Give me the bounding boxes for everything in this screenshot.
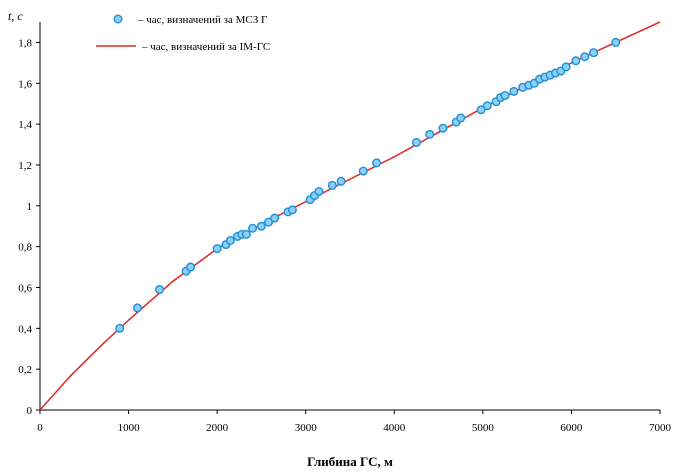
data-point — [425, 129, 435, 139]
legend-label-scatter: – час, визначений за МСЗ Г — [137, 14, 267, 26]
x-tick-label: 6000 — [560, 422, 583, 434]
y-tick-label: 1,4 — [18, 119, 32, 131]
series-line-path — [39, 21, 661, 411]
data-point — [132, 303, 142, 313]
data-point — [411, 137, 421, 147]
data-point — [287, 205, 297, 215]
series-line — [39, 21, 661, 411]
legend-marker-scatter — [113, 14, 123, 24]
x-tick-label: 1000 — [118, 422, 141, 434]
data-point — [155, 285, 165, 295]
data-point — [241, 229, 251, 239]
y-tick-label: 1,6 — [18, 78, 32, 90]
x-tick-label: 2000 — [206, 422, 229, 434]
y-tick-label: 1,2 — [18, 160, 32, 172]
data-point — [248, 223, 258, 233]
data-point — [327, 180, 337, 190]
data-point — [571, 56, 581, 66]
data-point — [212, 244, 222, 254]
data-point — [500, 91, 510, 101]
data-point — [482, 101, 492, 111]
data-point — [476, 105, 486, 115]
y-tick-label: 1,8 — [18, 37, 32, 49]
data-point — [115, 323, 125, 333]
x-axis-label: Глибина ГС, м — [307, 454, 393, 469]
x-tick-label: 4000 — [383, 422, 406, 434]
data-point — [186, 262, 196, 272]
y-axis-label: t, с — [8, 9, 23, 23]
y-tick-label: 0,2 — [18, 364, 32, 376]
series-points — [115, 37, 621, 333]
data-point — [561, 62, 571, 72]
data-point — [611, 37, 621, 47]
axes — [39, 22, 660, 411]
data-point — [509, 86, 519, 96]
x-ticks: 0 1000 2000 3000 4000 5000 6000 7000 — [37, 410, 672, 434]
x-tick-label: 7000 — [649, 422, 672, 434]
x-tick-label: 5000 — [472, 422, 495, 434]
legend: – час, визначений за МСЗ Г – час, визнач… — [96, 14, 270, 53]
y-tick-label: 0 — [27, 405, 33, 417]
y-tick-label: 1 — [27, 201, 33, 213]
data-point — [438, 123, 448, 133]
y-tick-label: 0,4 — [18, 323, 32, 335]
data-point — [314, 186, 324, 196]
data-point — [336, 176, 346, 186]
y-tick-label: 0,8 — [18, 242, 32, 254]
data-point — [372, 158, 382, 168]
data-point — [456, 113, 466, 123]
y-ticks: 0 0,2 0,4 0,6 0,8 1 1,2 1,4 1,6 1,8 — [18, 37, 40, 417]
data-point — [270, 213, 280, 223]
data-point — [589, 48, 599, 58]
y-tick-label: 0,6 — [18, 282, 32, 294]
x-tick-label: 3000 — [295, 422, 318, 434]
data-point — [358, 166, 368, 176]
legend-label-line: – час, визначений за ІМ-ГС — [141, 41, 270, 53]
data-point — [225, 236, 235, 246]
data-point — [264, 217, 274, 227]
x-tick-label: 0 — [37, 422, 43, 434]
data-point — [256, 221, 266, 231]
data-point — [580, 52, 590, 62]
